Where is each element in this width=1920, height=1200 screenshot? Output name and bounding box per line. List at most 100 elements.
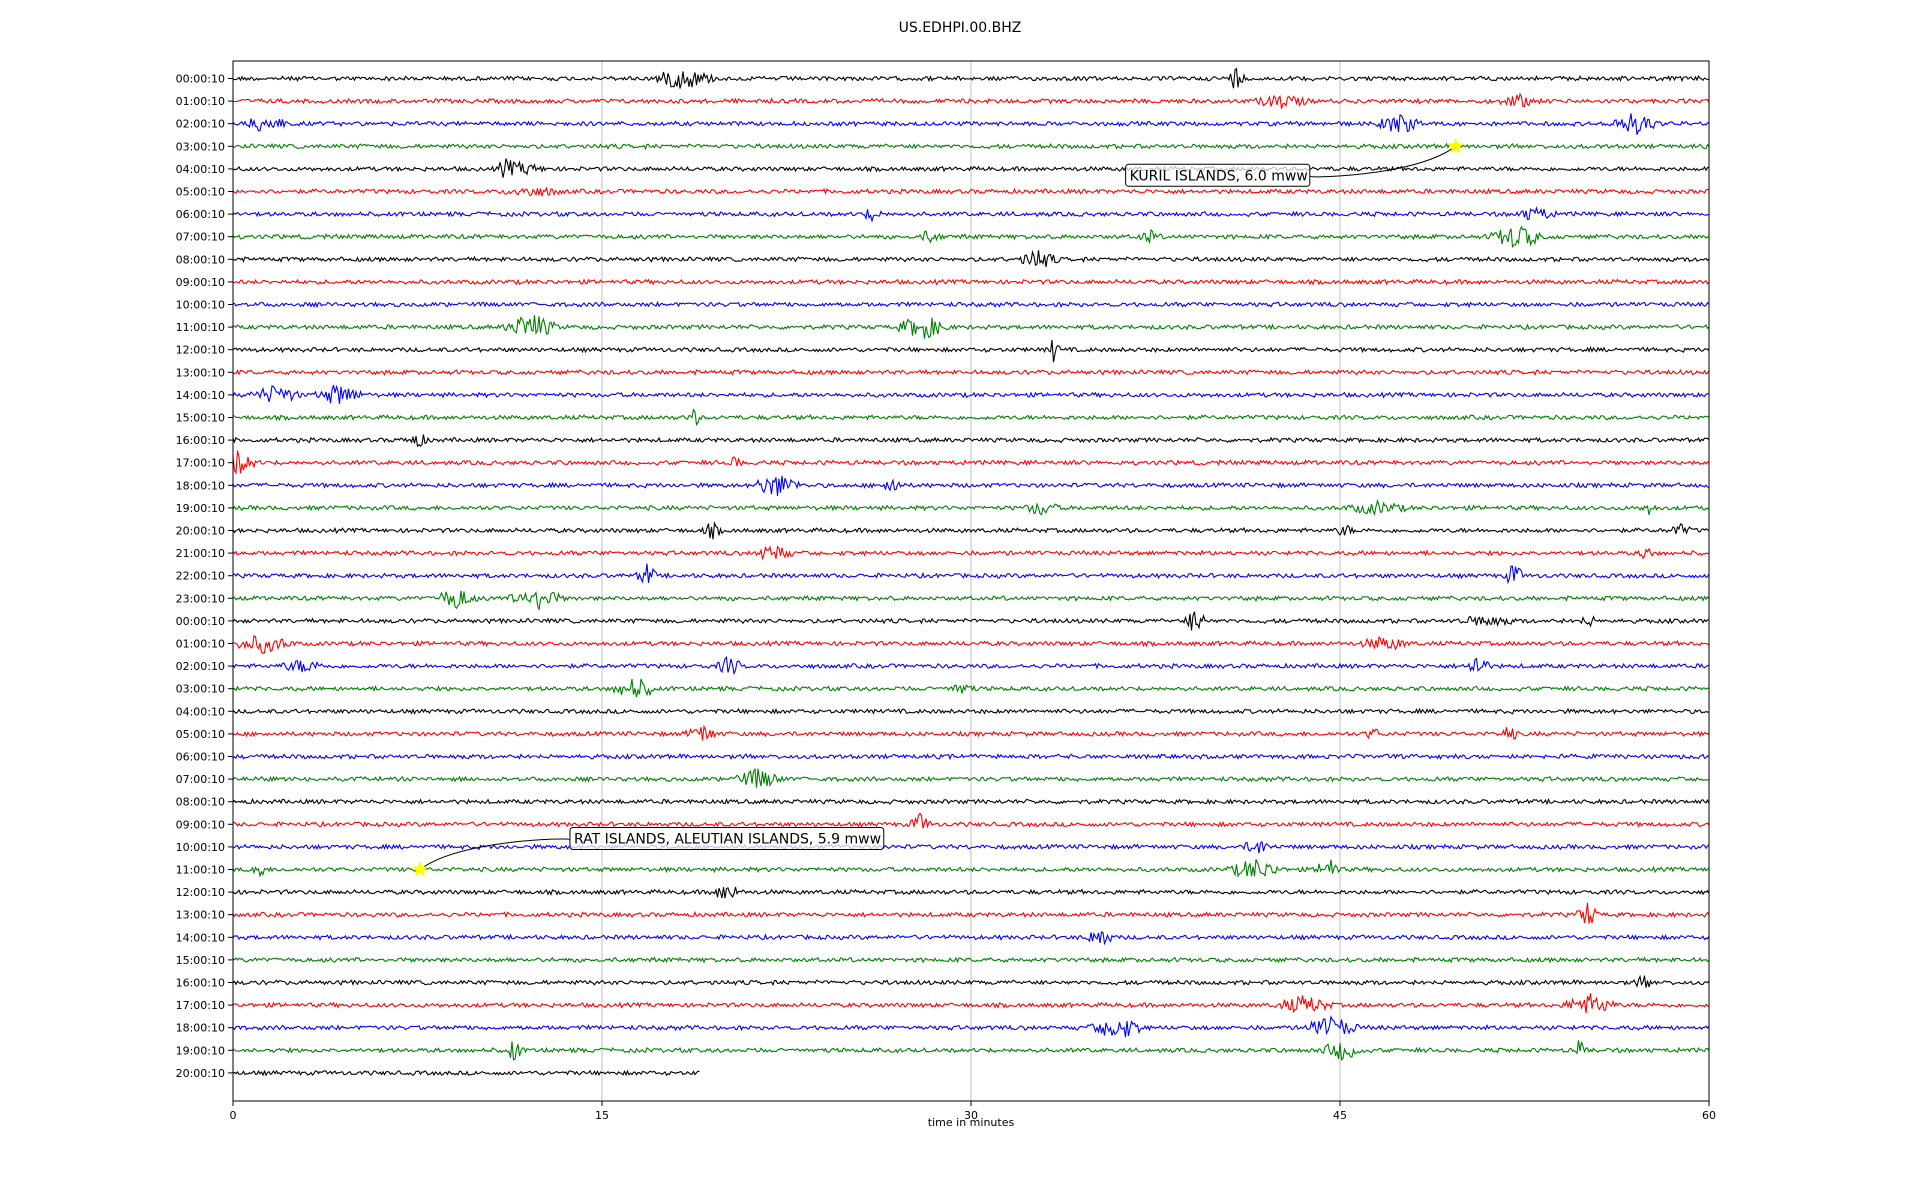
row-time-label: 17:00:10 <box>176 999 225 1012</box>
trace-row <box>232 186 1710 197</box>
trace-row <box>232 1069 700 1077</box>
grid-lines <box>601 61 1341 1101</box>
trace-row <box>232 634 1710 655</box>
trace-row <box>232 812 1710 829</box>
row-time-label: 08:00:10 <box>176 796 225 809</box>
event-annotation: KURIL ISLANDS, 6.0 mww <box>1125 137 1464 187</box>
trace-row <box>232 563 1710 585</box>
trace-row <box>232 278 1710 286</box>
trace-row <box>232 249 1710 268</box>
trace-row <box>232 408 1710 427</box>
row-time-label: 00:00:10 <box>176 73 225 86</box>
row-time-label: 13:00:10 <box>176 366 225 379</box>
row-time-label: 10:00:10 <box>176 299 225 312</box>
trace-group <box>232 67 1710 1077</box>
trace-row <box>232 498 1710 517</box>
row-time-label: 18:00:10 <box>176 479 225 492</box>
trace-row <box>232 368 1710 376</box>
trace-row <box>232 301 1710 309</box>
plot-frame <box>232 60 1710 1102</box>
trace-row <box>232 521 1710 540</box>
annotation-box <box>569 827 885 850</box>
trace-row <box>232 956 1710 964</box>
row-time-label: 11:00:10 <box>176 321 225 334</box>
row-time-label: 18:00:10 <box>176 1022 225 1035</box>
trace-row <box>232 707 1710 715</box>
event-label: RAT ISLANDS, ALEUTIAN ISLANDS, 5.9 mww <box>574 832 881 848</box>
row-time-label: 02:00:10 <box>176 118 225 131</box>
row-time-label: 05:00:10 <box>176 728 225 741</box>
trace-row <box>232 225 1710 249</box>
row-time-label: 10:00:10 <box>176 841 225 854</box>
trace-row <box>232 611 1710 631</box>
x-tick-label: 15 <box>595 1109 609 1122</box>
row-time-label: 12:00:10 <box>176 886 225 899</box>
row-time-label: 01:00:10 <box>176 638 225 651</box>
row-time-label: 04:00:10 <box>176 163 225 176</box>
x-tick-label: 0 <box>230 1109 237 1122</box>
row-time-label: 19:00:10 <box>176 502 225 515</box>
row-time-label: 09:00:10 <box>176 276 225 289</box>
trace-row <box>232 840 1710 854</box>
trace-row <box>232 92 1710 109</box>
trace-row <box>232 545 1710 561</box>
row-time-label: 13:00:10 <box>176 909 225 922</box>
annotation-connector <box>419 838 571 870</box>
trace-row <box>232 656 1710 676</box>
row-time-label: 20:00:10 <box>176 1067 225 1080</box>
row-time-label: 16:00:10 <box>176 977 225 990</box>
trace-row <box>232 142 1710 150</box>
trace-row <box>232 590 1710 610</box>
row-time-label: 23:00:10 <box>176 592 225 605</box>
x-axis-label: time in minutes <box>927 1116 1015 1129</box>
annotation-box <box>1125 163 1311 187</box>
event-annotation: RAT ISLANDS, ALEUTIAN ISLANDS, 5.9 mww <box>411 827 885 877</box>
x-tick-label: 45 <box>1333 1109 1347 1122</box>
row-time-label: 14:00:10 <box>176 389 225 402</box>
row-time-label: 14:00:10 <box>176 931 225 944</box>
row-time-label: 03:00:10 <box>176 683 225 696</box>
trace-row <box>232 752 1710 761</box>
trace-row <box>232 1015 1710 1038</box>
row-time-label: 06:00:10 <box>176 208 225 221</box>
row-time-label: 07:00:10 <box>176 231 225 244</box>
trace-row <box>232 993 1710 1014</box>
trace-row <box>232 315 1710 339</box>
row-time-label: 05:00:10 <box>176 186 225 199</box>
row-time-label: 00:00:10 <box>176 615 225 628</box>
trace-row <box>232 767 1710 788</box>
row-time-label: 16:00:10 <box>176 434 225 447</box>
row-time-label: 21:00:10 <box>176 547 225 560</box>
row-time-label: 08:00:10 <box>176 253 225 266</box>
row-time-label: 03:00:10 <box>176 140 225 153</box>
row-labels: 00:00:10 01:00:10 02:00:10 03:00:10 04:00:10… <box>176 73 233 1080</box>
event-star-icon <box>411 860 429 877</box>
trace-row <box>232 902 1710 924</box>
trace-row <box>232 67 1710 89</box>
trace-row <box>232 339 1710 363</box>
event-label: KURIL ISLANDS, 6.0 mww <box>1130 168 1308 184</box>
row-time-label: 02:00:10 <box>176 660 225 673</box>
row-time-label: 09:00:10 <box>176 818 225 831</box>
trace-row <box>232 434 1710 448</box>
row-time-label: 19:00:10 <box>176 1044 225 1057</box>
row-time-label: 15:00:10 <box>176 954 225 967</box>
trace-row <box>232 158 1710 178</box>
row-time-label: 20:00:10 <box>176 525 225 538</box>
x-tick-label: 60 <box>1702 1109 1716 1122</box>
trace-row <box>232 886 1710 899</box>
row-time-label: 22:00:10 <box>176 570 225 583</box>
trace-row <box>232 931 1710 946</box>
trace-row <box>232 859 1710 878</box>
row-time-label: 15:00:10 <box>176 412 225 425</box>
trace-row <box>232 450 1710 475</box>
row-time-label: 06:00:10 <box>176 751 225 764</box>
trace-row <box>232 384 1710 404</box>
trace-row <box>232 113 1710 135</box>
event-star-icon <box>1447 137 1464 154</box>
x-axis-ticks: 0 15 30 45 60 <box>230 1101 1716 1122</box>
chart-title: US.EDHPI.00.BHZ <box>898 20 1022 36</box>
trace-row <box>232 724 1710 741</box>
trace-row <box>232 475 1709 496</box>
trace-row <box>232 797 1710 806</box>
